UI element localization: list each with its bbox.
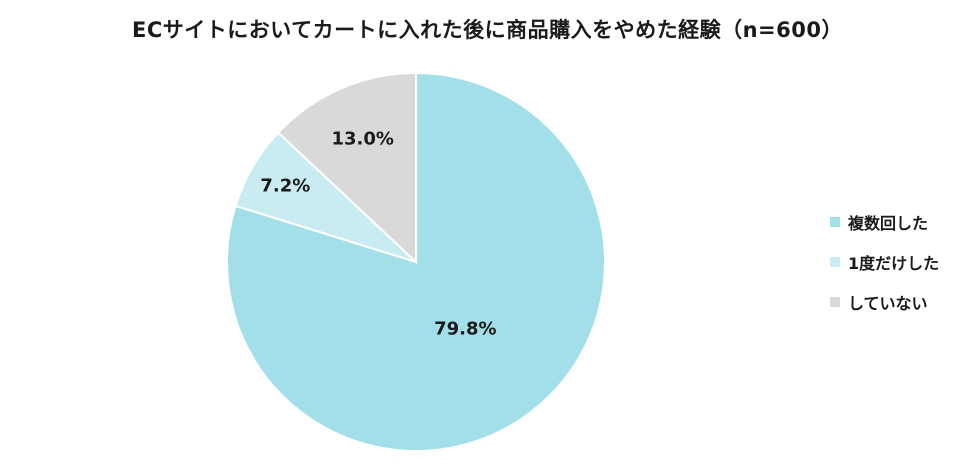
pie-slice-never xyxy=(276,71,417,265)
legend-label-never: していない xyxy=(848,294,928,313)
legend-item-never: していない xyxy=(830,292,939,313)
legend-item-multiple: 複数回した xyxy=(830,212,939,233)
legend-label-multiple: 複数回した xyxy=(848,214,929,233)
legend-item-once: 1度だけした xyxy=(830,252,940,273)
data-label-once: 7.2% xyxy=(260,175,310,196)
legend-swatch-once xyxy=(830,257,840,267)
pie-slices xyxy=(226,71,606,452)
data-label-never: 13.0% xyxy=(331,128,393,149)
legend-label-once: 1度だけした xyxy=(848,254,940,273)
legend-swatch-never xyxy=(830,297,840,307)
legend: 複数回した 1度だけした していない xyxy=(830,212,939,332)
chart-title: ECサイトにおいてカートに入れた後に商品購入をやめた経験（n=600） xyxy=(131,18,843,42)
data-label-multiple: 79.8% xyxy=(434,318,496,339)
legend-swatch-multiple xyxy=(830,217,840,227)
pie-data-labels: 79.8% 7.2% 13.0% xyxy=(260,128,496,339)
